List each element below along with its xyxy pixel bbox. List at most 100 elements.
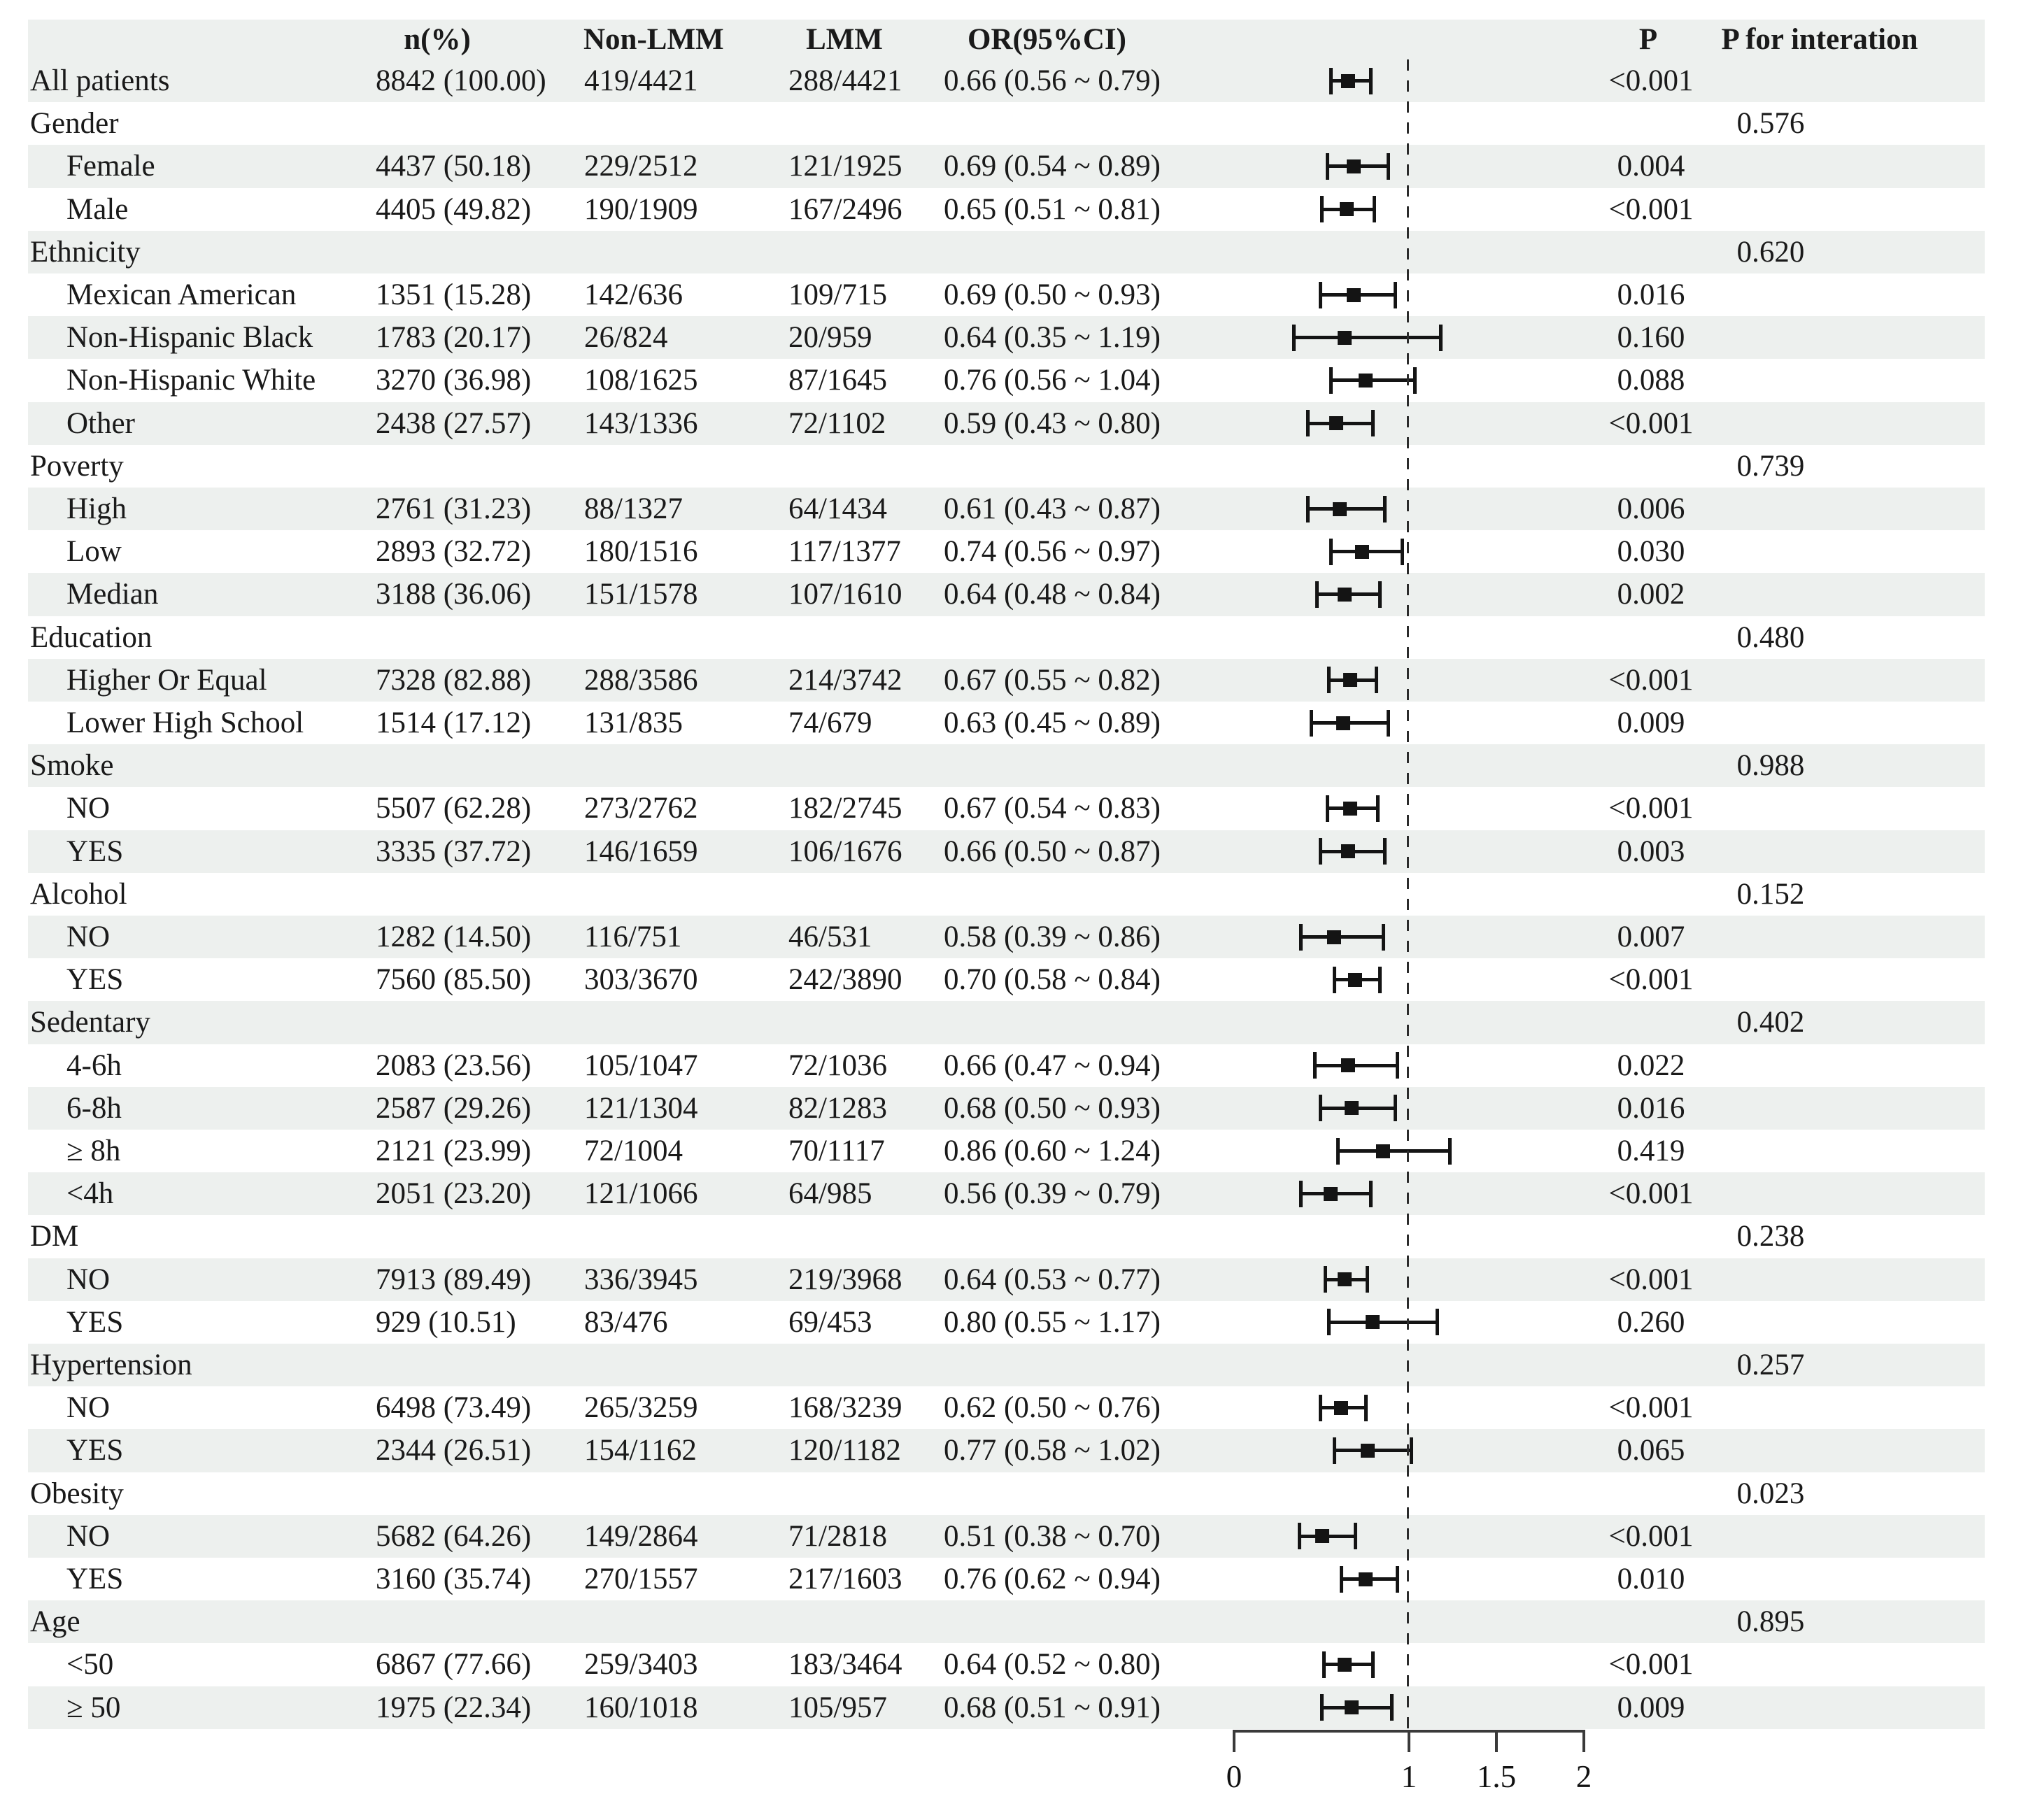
or-marker <box>1345 1700 1359 1715</box>
or-marker <box>1338 587 1352 602</box>
cell-lmm: 64/985 <box>788 1177 872 1211</box>
cell-p: <0.001 <box>1608 1177 1694 1211</box>
ci-cap-right <box>1369 67 1373 94</box>
cell-or-ci: 0.68 (0.50 ~ 0.93) <box>944 1091 1161 1125</box>
cell-n-pct: 2344 (26.51) <box>376 1434 532 1467</box>
cell-or-ci: 0.66 (0.56 ~ 0.79) <box>944 64 1161 97</box>
row-label: ≥ 50 <box>66 1691 121 1724</box>
table-row: ≥ 8h 2121 (23.99) 72/1004 70/1117 0.86 (0.60… <box>28 1130 1985 1172</box>
or-marker <box>1346 287 1361 302</box>
cell-non-lmm: 229/2512 <box>584 150 698 183</box>
row-label: Male <box>66 192 129 226</box>
ci-cap-right <box>1373 196 1376 223</box>
ci-cap-left <box>1320 1694 1324 1721</box>
cell-p-interaction: 0.238 <box>1736 1220 1805 1253</box>
row-label: YES <box>66 963 124 997</box>
ci-cap-right <box>1387 152 1390 180</box>
row-label: NO <box>66 792 111 825</box>
cell-n-pct: 1975 (22.34) <box>376 1691 532 1724</box>
ci-cap-right <box>1412 367 1417 394</box>
or-marker <box>1376 1144 1390 1158</box>
cell-or-ci: 0.74 (0.56 ~ 0.97) <box>944 535 1161 569</box>
cell-n-pct: 2121 (23.99) <box>376 1135 532 1167</box>
row-label: <50 <box>66 1648 114 1682</box>
x-axis-tick <box>1582 1730 1585 1753</box>
cell-or-ci: 0.64 (0.48 ~ 0.84) <box>944 578 1161 611</box>
row-label: All patients <box>30 64 170 97</box>
row-label: DM <box>30 1220 79 1253</box>
table-row: Gender 0.576 <box>28 102 1985 145</box>
or-marker <box>1341 1058 1355 1073</box>
header-band <box>28 20 1985 59</box>
cell-p-interaction: 0.620 <box>1736 235 1805 269</box>
ci-cap-right <box>1363 1394 1368 1421</box>
table-row: NO 5682 (64.26) 149/2864 71/2818 0.51 (0.38 … <box>28 1514 1985 1558</box>
ci-cap-left <box>1336 1137 1340 1165</box>
cell-lmm: 82/1283 <box>788 1091 887 1125</box>
ci-cap-left <box>1299 923 1303 951</box>
cell-p: 0.016 <box>1617 1091 1685 1125</box>
cell-lmm: 20/959 <box>788 321 872 355</box>
cell-p: <0.001 <box>1608 1648 1694 1682</box>
cell-n-pct: 7328 (82.88) <box>376 663 532 697</box>
cell-non-lmm: 160/1018 <box>584 1691 698 1724</box>
cell-lmm: 214/3742 <box>788 663 902 697</box>
cell-or-ci: 0.67 (0.54 ~ 0.83) <box>944 792 1161 825</box>
row-label: Alcohol <box>30 877 127 911</box>
table-row: YES 3335 (37.72) 146/1659 106/1676 0.66 (0.5… <box>28 830 1985 873</box>
table-row: <50 6867 (77.66) 259/3403 183/3464 0.64 (0.5… <box>28 1643 1985 1686</box>
row-label: 6-8h <box>66 1091 122 1125</box>
ci-cap-left <box>1313 1052 1317 1079</box>
ci-line <box>1294 336 1441 340</box>
column-header-lmm: LMM <box>806 23 883 56</box>
table-row: 4-6h 2083 (23.56) 105/1047 72/1036 0.66 (0.4… <box>28 1044 1985 1087</box>
table-row: YES 2344 (26.51) 154/1162 120/1182 0.77 (0.5… <box>28 1429 1985 1472</box>
table-row: Non-Hispanic Black 1783 (20.17) 26/824 20/9… <box>28 316 1985 360</box>
x-axis-tick <box>1495 1730 1498 1753</box>
cell-lmm: 219/3968 <box>788 1263 902 1296</box>
cell-p: 0.004 <box>1617 150 1685 183</box>
ci-cap-right <box>1370 410 1375 437</box>
table-row: Education 0.480 <box>28 616 1985 659</box>
cell-non-lmm: 154/1162 <box>584 1434 697 1467</box>
cell-non-lmm: 190/1909 <box>584 192 698 226</box>
cell-lmm: 106/1676 <box>788 834 902 868</box>
cell-non-lmm: 88/1327 <box>584 492 683 525</box>
ci-cap-left <box>1299 1180 1303 1207</box>
x-axis-tick-label: 2 <box>1575 1759 1592 1795</box>
row-label: Higher Or Equal <box>66 663 267 697</box>
cell-p: 0.002 <box>1617 578 1685 611</box>
row-label: NO <box>66 920 111 953</box>
cell-lmm: 117/1377 <box>788 535 901 569</box>
ci-cap-right <box>1439 324 1443 351</box>
table-row: Smoke 0.988 <box>28 744 1985 788</box>
cell-n-pct: 6498 (73.49) <box>376 1391 532 1425</box>
ci-cap-left <box>1324 1266 1327 1293</box>
or-marker <box>1329 416 1343 431</box>
cell-or-ci: 0.63 (0.45 ~ 0.89) <box>944 706 1161 739</box>
cell-lmm: 107/1610 <box>788 578 902 611</box>
table-row: 6-8h 2587 (29.26) 121/1304 82/1283 0.68 (0.5… <box>28 1086 1985 1130</box>
cell-lmm: 71/2818 <box>788 1519 887 1553</box>
column-header-non-lmm: Non-LMM <box>583 23 724 56</box>
cell-non-lmm: 259/3403 <box>584 1648 698 1682</box>
row-label: NO <box>66 1263 111 1296</box>
ci-cap-left <box>1329 538 1333 565</box>
table-row: Male 4405 (49.82) 190/1909 167/2496 0.65 (0.… <box>28 188 1985 231</box>
row-label: Mexican American <box>66 278 297 311</box>
cell-p: 0.009 <box>1617 706 1685 739</box>
ci-cap-left <box>1315 581 1319 608</box>
cell-or-ci: 0.56 (0.39 ~ 0.79) <box>944 1177 1161 1211</box>
cell-lmm: 288/4421 <box>788 64 902 97</box>
or-marker <box>1334 1400 1348 1415</box>
ci-cap-right <box>1409 1437 1413 1464</box>
cell-non-lmm: 151/1578 <box>584 578 698 611</box>
cell-or-ci: 0.68 (0.51 ~ 0.91) <box>944 1691 1161 1724</box>
cell-or-ci: 0.64 (0.35 ~ 1.19) <box>944 321 1161 355</box>
ci-cap-right <box>1447 1137 1452 1165</box>
ci-line <box>1311 721 1389 725</box>
cell-or-ci: 0.76 (0.62 ~ 0.94) <box>944 1563 1161 1595</box>
table-row: Non-Hispanic White 3270 (36.98) 108/1625 87… <box>28 359 1985 401</box>
or-marker <box>1348 972 1362 987</box>
ci-cap-right <box>1390 1694 1394 1721</box>
